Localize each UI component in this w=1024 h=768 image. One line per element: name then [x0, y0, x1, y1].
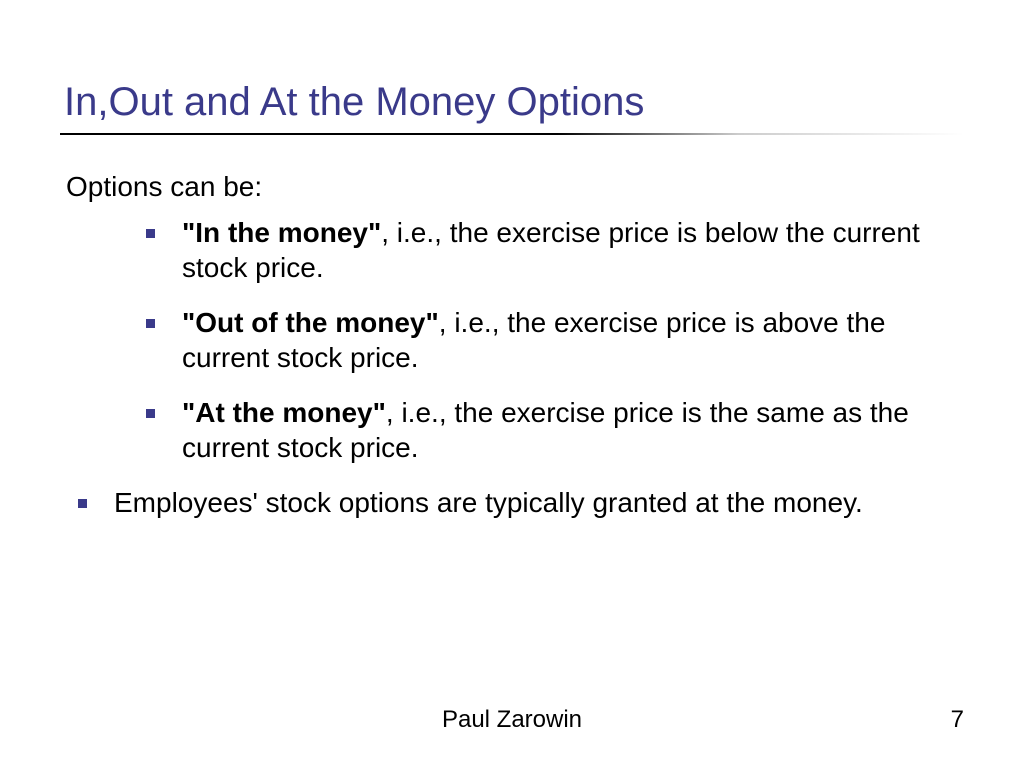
- main-bullet-list: Employees' stock options are typically g…: [78, 485, 964, 520]
- slide-title: In,Out and At the Money Options: [60, 80, 964, 125]
- slide-footer: Paul Zarowin 7: [0, 706, 1024, 734]
- bullet-employees: Employees' stock options are typically g…: [78, 485, 964, 520]
- intro-text: Options can be:: [66, 171, 964, 203]
- page-number: 7: [951, 706, 964, 734]
- title-underline: [60, 133, 964, 135]
- footer-author: Paul Zarowin: [442, 706, 582, 734]
- bullet-bold: "At the money": [182, 397, 386, 428]
- slide-container: In,Out and At the Money Options Options …: [0, 0, 1024, 768]
- bullet-out-of-the-money: "Out of the money", i.e., the exercise p…: [146, 305, 964, 375]
- bullet-bold: "In the money": [182, 217, 381, 248]
- sub-bullet-list: "In the money", i.e., the exercise price…: [146, 215, 964, 465]
- slide-body: Options can be: "In the money", i.e., th…: [60, 171, 964, 520]
- bullet-in-the-money: "In the money", i.e., the exercise price…: [146, 215, 964, 285]
- bullet-at-the-money: "At the money", i.e., the exercise price…: [146, 395, 964, 465]
- bullet-bold: "Out of the money": [182, 307, 439, 338]
